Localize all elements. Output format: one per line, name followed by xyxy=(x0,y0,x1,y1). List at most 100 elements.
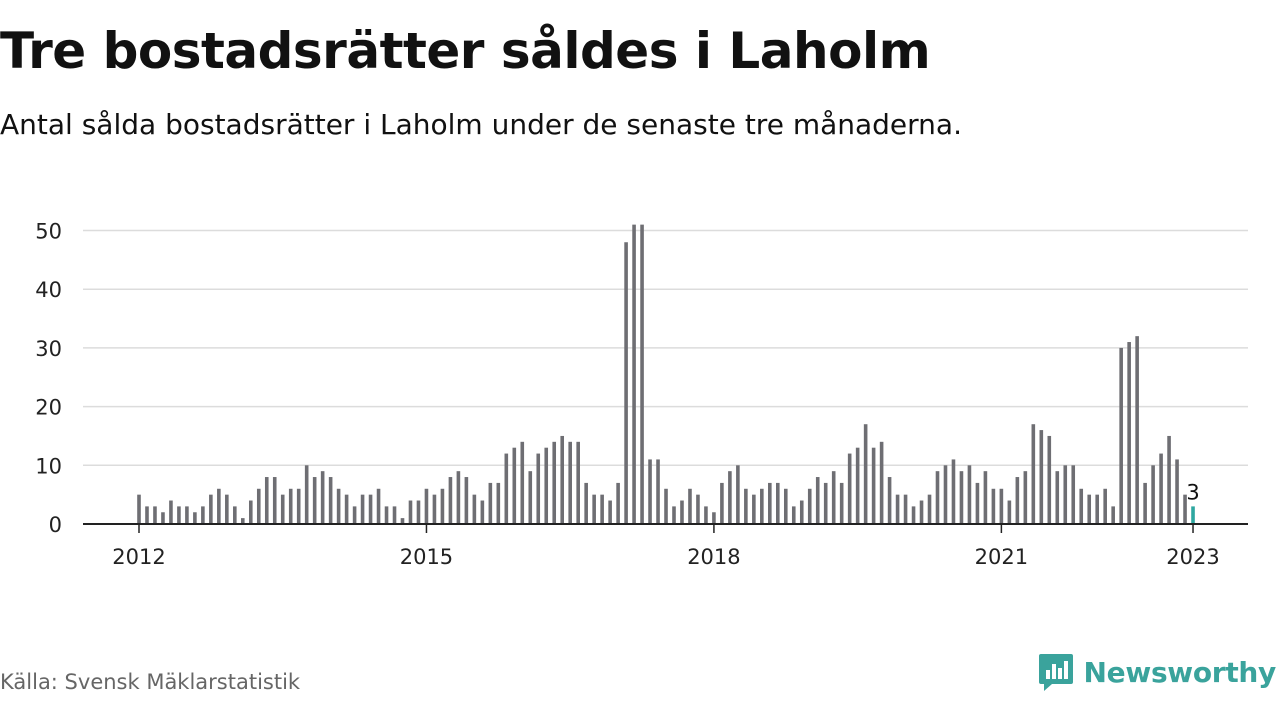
x-tick-label: 2023 xyxy=(1166,545,1219,569)
bar xyxy=(768,482,772,524)
bar xyxy=(352,506,357,524)
bar xyxy=(720,482,724,524)
bar xyxy=(776,482,780,524)
bar xyxy=(1103,488,1107,524)
x-tick-label: 2015 xyxy=(400,545,453,569)
bar xyxy=(169,500,173,524)
y-tick-label: 30 xyxy=(35,337,62,361)
y-tick-label: 50 xyxy=(35,220,62,244)
bar xyxy=(696,494,700,524)
bar xyxy=(1047,435,1052,524)
bar xyxy=(1175,459,1179,524)
bar xyxy=(1039,430,1044,524)
bar xyxy=(568,441,572,524)
bar-chart: 0 10 20 30 40 50 2012 2015 2018 2021 2023 3 xyxy=(35,220,1248,569)
bar xyxy=(991,488,996,524)
bar xyxy=(879,441,884,524)
x-axis-labels: 2012 2015 2018 2021 2023 xyxy=(112,545,1219,569)
bar xyxy=(999,488,1004,524)
bar xyxy=(1119,347,1123,524)
bar xyxy=(552,441,557,524)
bar xyxy=(1031,424,1036,524)
x-tick-label: 2021 xyxy=(975,545,1028,569)
bar xyxy=(760,488,764,524)
bar xyxy=(1159,453,1163,524)
bar xyxy=(288,488,293,524)
bar xyxy=(1023,471,1028,524)
bar xyxy=(272,477,277,524)
source-note: Källa: Svensk Mäklarstatistik xyxy=(0,670,301,694)
bar xyxy=(600,494,604,524)
bar xyxy=(1183,494,1187,524)
bar xyxy=(831,471,836,524)
bar xyxy=(1055,471,1060,524)
y-axis-labels: 0 10 20 30 40 50 xyxy=(35,220,62,538)
bar xyxy=(919,500,924,524)
bar xyxy=(193,512,197,524)
bar xyxy=(823,482,828,524)
newsworthy-logo-icon xyxy=(1038,652,1074,692)
bar xyxy=(616,482,620,524)
bar xyxy=(1167,435,1171,524)
bar xyxy=(544,447,549,524)
chart-subtitle: Antal sålda bostadsrätter i Laholm under… xyxy=(0,108,962,141)
y-tick-label: 10 xyxy=(35,454,62,478)
bar xyxy=(1151,465,1155,524)
bar xyxy=(528,471,533,524)
bar xyxy=(935,471,940,524)
bar xyxy=(1127,342,1131,524)
brand-logo: Newsworthy xyxy=(1038,652,1276,692)
bars xyxy=(137,224,1195,525)
bar xyxy=(320,471,325,524)
bar xyxy=(432,494,437,524)
bar xyxy=(1063,465,1068,524)
bar xyxy=(688,488,692,524)
bar xyxy=(704,506,708,524)
bar xyxy=(456,471,461,524)
bar xyxy=(632,224,636,524)
bar xyxy=(728,471,732,524)
bar xyxy=(887,477,892,524)
bar xyxy=(296,488,301,524)
bar xyxy=(536,453,541,524)
bar xyxy=(424,488,429,524)
bar xyxy=(520,441,525,524)
bar xyxy=(480,500,485,524)
bar xyxy=(1135,336,1139,524)
bar xyxy=(967,465,972,524)
bar xyxy=(304,465,309,524)
bar xyxy=(815,477,820,524)
bar xyxy=(336,488,341,524)
bar xyxy=(248,500,253,524)
bar xyxy=(807,488,812,524)
y-tick-label: 0 xyxy=(49,513,62,537)
bar xyxy=(472,494,477,524)
last-value-label: 3 xyxy=(1186,480,1199,504)
brand-name: Newsworthy xyxy=(1083,655,1277,689)
bar xyxy=(560,435,565,524)
bar xyxy=(592,494,596,524)
bar xyxy=(983,471,988,524)
bar xyxy=(951,459,956,524)
bar xyxy=(791,506,796,524)
bar xyxy=(927,494,932,524)
bar-highlight xyxy=(1191,506,1195,524)
bar xyxy=(943,465,948,524)
bar xyxy=(752,494,756,524)
bar xyxy=(871,447,876,524)
bar xyxy=(400,518,405,524)
bar xyxy=(648,459,652,524)
bar xyxy=(416,500,421,524)
bar xyxy=(736,465,740,524)
bar xyxy=(153,506,157,524)
bar xyxy=(680,500,684,524)
bar xyxy=(911,506,916,524)
bar xyxy=(312,477,317,524)
bar xyxy=(1143,482,1147,524)
bar xyxy=(664,488,668,524)
bar xyxy=(1095,494,1099,524)
bar xyxy=(512,447,517,524)
bar xyxy=(328,477,333,524)
bar xyxy=(863,424,868,524)
bar xyxy=(744,488,748,524)
